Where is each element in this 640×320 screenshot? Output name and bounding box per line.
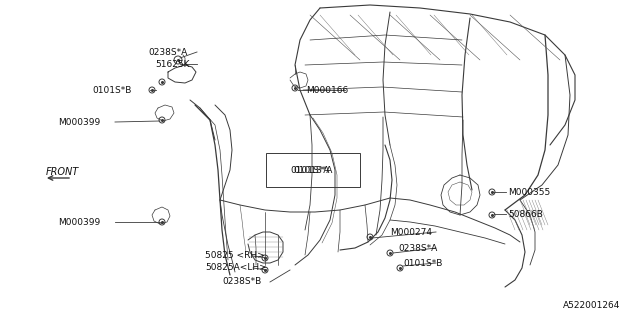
Text: M000166: M000166 xyxy=(306,85,348,94)
Text: 50825 <RH>: 50825 <RH> xyxy=(205,252,265,260)
Text: A522001264: A522001264 xyxy=(563,301,620,310)
Text: 0101S*B: 0101S*B xyxy=(403,259,442,268)
Text: 0238S*B: 0238S*B xyxy=(222,277,261,286)
Text: 0238S*A: 0238S*A xyxy=(148,47,188,57)
Text: 0101S*A: 0101S*A xyxy=(290,165,330,174)
Text: M000399: M000399 xyxy=(58,218,100,227)
Text: 50825A<LH>: 50825A<LH> xyxy=(205,263,267,273)
Text: FRONT: FRONT xyxy=(46,167,79,177)
Text: 0238S*A: 0238S*A xyxy=(398,244,437,252)
Text: M000355: M000355 xyxy=(508,188,550,196)
Text: M000399: M000399 xyxy=(58,117,100,126)
Text: 0101S*B: 0101S*B xyxy=(92,85,131,94)
Text: 0101S*A: 0101S*A xyxy=(293,165,333,174)
Text: 50866B: 50866B xyxy=(508,210,543,219)
Text: M000274: M000274 xyxy=(390,228,432,236)
Text: 51625K: 51625K xyxy=(155,60,189,68)
